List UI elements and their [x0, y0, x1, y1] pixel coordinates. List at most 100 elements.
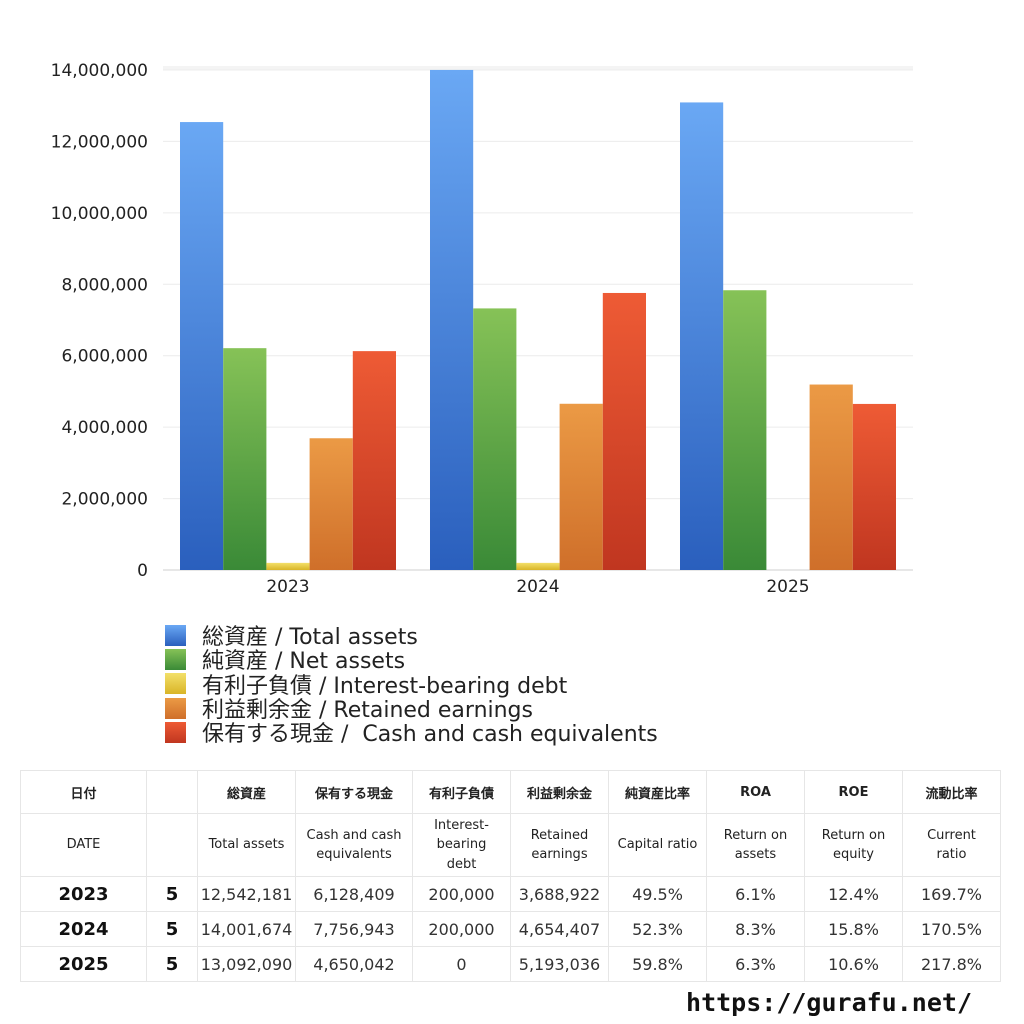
header-cell: Return on equity [804, 813, 903, 877]
roa-cell: 6.1% [706, 876, 805, 912]
roe-cell: 10.6% [804, 946, 903, 982]
capital-ratio-cell: 49.5% [608, 876, 707, 912]
retained-earnings-cell: 5,193,036 [510, 946, 609, 982]
legend-label: 総資産 / Total assets [202, 625, 418, 651]
legend-item: 有利子負債 / Interest-bearing debt [165, 672, 658, 699]
header-cell: 保有する現金 [295, 770, 413, 814]
table-row: 2025 5 13,092,090 4,650,042 0 5,193,036 … [20, 946, 1001, 982]
capital-ratio-cell: 52.3% [608, 911, 707, 947]
header-cell: DATE [20, 813, 147, 877]
header-cell: 利益剰余金 [510, 770, 609, 814]
year-cell: 2025 [20, 946, 147, 982]
legend-item: 保有する現金 / Cash and cash equivalents [165, 720, 658, 747]
y-tick-label: 14,000,000 [51, 61, 148, 81]
header-cell: 日付 [20, 770, 147, 814]
y-tick-label: 12,000,000 [51, 132, 148, 152]
roe-cell: 15.8% [804, 911, 903, 947]
bar [809, 384, 853, 570]
site-url: https://gurafu.net/ [686, 988, 972, 1017]
bars [180, 69, 896, 570]
period-cell: 5 [146, 911, 198, 947]
debt-cell: 200,000 [412, 876, 511, 912]
bar [852, 403, 896, 570]
header-cell: 有利子負債 [412, 770, 511, 814]
table-header-english: DATE Total assets Cash and cash equivale… [20, 813, 1001, 877]
bar [430, 69, 474, 570]
header-cell: Retained earnings [510, 813, 609, 877]
y-axis: 0 2,000,000 4,000,000 6,000,000 8,000,000 10,… [51, 61, 148, 581]
header-cell [146, 770, 198, 814]
bar [516, 562, 560, 570]
retained-earnings-cell: 4,654,407 [510, 911, 609, 947]
cash-cell: 7,756,943 [295, 911, 413, 947]
roa-cell: 8.3% [706, 911, 805, 947]
period-cell: 5 [146, 876, 198, 912]
x-tick-label: 2025 [766, 577, 809, 597]
legend-label: 利益剰余金 / Retained earnings [202, 698, 533, 724]
year-cell: 2024 [20, 911, 147, 947]
cash-cell: 6,128,409 [295, 876, 413, 912]
header-cell [146, 813, 198, 877]
current-ratio-cell: 217.8% [902, 946, 1001, 982]
y-tick-label: 2,000,000 [61, 490, 148, 510]
header-cell: Interest- bearing debt [412, 813, 511, 877]
roe-cell: 12.4% [804, 876, 903, 912]
x-tick-label: 2023 [266, 577, 309, 597]
header-cell: ROA [706, 770, 805, 814]
y-tick-label: 4,000,000 [61, 418, 148, 438]
legend: 総資産 / Total assets 純資産 / Net assets 有利子負債 … [165, 623, 658, 747]
bar [266, 562, 310, 570]
capital-ratio-cell: 59.8% [608, 946, 707, 982]
debt-cell: 0 [412, 946, 511, 982]
legend-item: 総資産 / Total assets [165, 623, 658, 650]
debt-cell: 200,000 [412, 911, 511, 947]
bar [680, 102, 724, 570]
bar [723, 290, 767, 570]
total-assets-cell: 14,001,674 [197, 911, 296, 947]
legend-swatch [165, 697, 186, 719]
x-axis: 2023 2024 2025 [266, 577, 809, 597]
legend-item: 利益剰余金 / Retained earnings [165, 696, 658, 723]
table-row: 2024 5 14,001,674 7,756,943 200,000 4,65… [20, 911, 1001, 947]
total-assets-cell: 12,542,181 [197, 876, 296, 912]
bar [602, 292, 646, 570]
y-tick-label: 8,000,000 [61, 275, 148, 295]
roa-cell: 6.3% [706, 946, 805, 982]
bar [352, 351, 396, 570]
header-cell: Cash and cash equivalents [295, 813, 413, 877]
header-cell: Capital ratio [608, 813, 707, 877]
bar-chart: 0 2,000,000 4,000,000 6,000,000 8,000,000 10,… [51, 61, 913, 597]
header-cell: 純資産比率 [608, 770, 707, 814]
legend-swatch [165, 648, 186, 670]
bar [473, 308, 517, 570]
current-ratio-cell: 169.7% [902, 876, 1001, 912]
bar [559, 403, 603, 570]
financial-data-table: 日付 総資産 保有する現金 有利子負債 利益剰余金 純資産比率 ROA ROE … [20, 770, 1001, 982]
plot-top-band [163, 66, 913, 70]
gridlines [163, 66, 913, 571]
period-cell: 5 [146, 946, 198, 982]
y-tick-label: 6,000,000 [61, 347, 148, 367]
cash-cell: 4,650,042 [295, 946, 413, 982]
current-ratio-cell: 170.5% [902, 911, 1001, 947]
retained-earnings-cell: 3,688,922 [510, 876, 609, 912]
y-tick-label: 10,000,000 [51, 204, 148, 224]
legend-label: 保有する現金 / Cash and cash equivalents [202, 722, 658, 748]
legend-swatch [165, 624, 186, 646]
header-cell: Return on assets [706, 813, 805, 877]
legend-swatch [165, 673, 186, 695]
year-cell: 2023 [20, 876, 147, 912]
header-cell: 総資産 [197, 770, 296, 814]
header-cell: ROE [804, 770, 903, 814]
bar [180, 122, 224, 570]
header-cell: Current ratio [902, 813, 1001, 877]
legend-label: 有利子負債 / Interest-bearing debt [202, 673, 568, 699]
header-cell: 流動比率 [902, 770, 1001, 814]
bar [309, 438, 353, 570]
table-header-japanese: 日付 総資産 保有する現金 有利子負債 利益剰余金 純資産比率 ROA ROE … [20, 770, 1001, 814]
legend-label: 純資産 / Net assets [202, 649, 406, 675]
legend-swatch [165, 721, 186, 743]
table-row: 2023 5 12,542,181 6,128,409 200,000 3,68… [20, 876, 1001, 912]
x-tick-label: 2024 [516, 577, 559, 597]
y-tick-label: 0 [137, 561, 148, 581]
